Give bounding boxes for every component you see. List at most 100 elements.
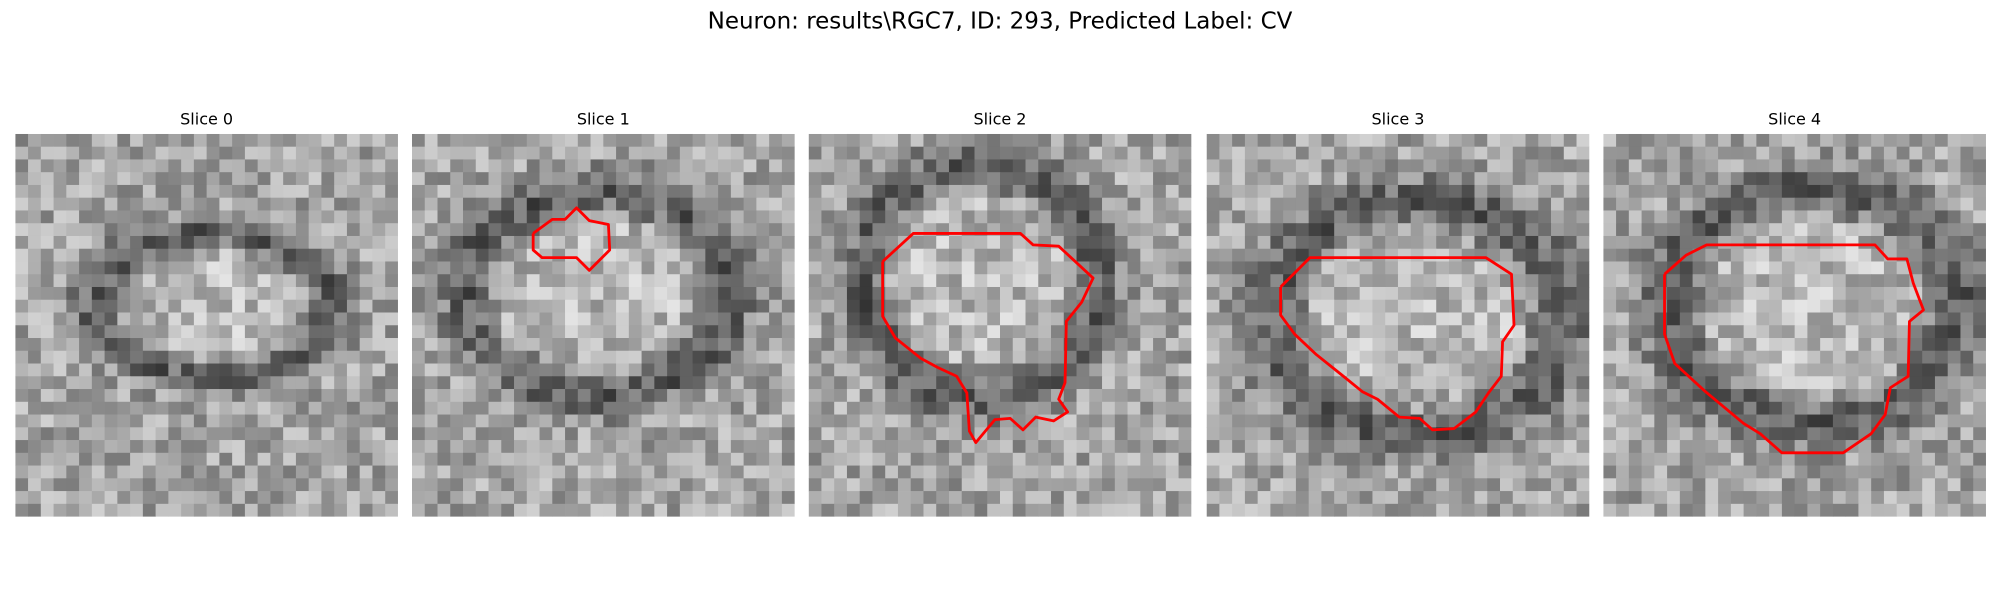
pixel [756, 184, 770, 199]
pixel [808, 338, 822, 352]
pixel [1705, 299, 1719, 313]
pixel [1385, 159, 1399, 173]
pixel [846, 223, 861, 237]
pixel [1679, 376, 1693, 390]
pixel [654, 312, 668, 326]
pixel [923, 465, 937, 479]
pixel [334, 286, 348, 301]
pixel [885, 376, 899, 390]
pixel [117, 338, 131, 352]
pixel [781, 440, 795, 454]
pixel [1947, 389, 1961, 403]
pixel [1140, 235, 1154, 250]
pixel [53, 146, 67, 160]
pixel [1232, 146, 1246, 160]
pixel [475, 133, 489, 148]
pixel [15, 133, 29, 148]
pixel [79, 210, 93, 224]
pixel [53, 376, 67, 390]
pixel [411, 299, 426, 313]
pixel [28, 389, 42, 403]
pixel [270, 299, 284, 313]
pixel [117, 350, 131, 364]
pixel [1960, 440, 1974, 454]
pixel [1960, 146, 1974, 160]
pixel [359, 235, 373, 250]
pixel [283, 299, 297, 313]
pixel [91, 503, 105, 517]
pixel [283, 414, 297, 428]
pixel [1423, 401, 1437, 415]
pixel [1140, 197, 1154, 211]
pixel [79, 452, 93, 466]
pixel [411, 146, 426, 160]
pixel [948, 159, 963, 173]
pixel [424, 312, 438, 326]
pixel [667, 197, 681, 211]
pixel [1051, 478, 1065, 492]
pixel [437, 235, 451, 250]
pixel [181, 389, 195, 403]
pixel [667, 491, 681, 505]
pixel [1102, 338, 1116, 352]
pixel [1654, 376, 1668, 390]
pixel [1474, 235, 1488, 250]
pixel [1397, 274, 1412, 288]
pixel [1563, 414, 1577, 428]
pixel [53, 274, 67, 288]
pixel [28, 440, 42, 454]
pixel [654, 235, 668, 250]
pixel [53, 363, 67, 377]
pixel [1705, 401, 1719, 415]
pixel [1257, 197, 1271, 211]
pixel [1487, 401, 1501, 415]
pixel [1551, 248, 1565, 262]
pixel [142, 299, 156, 313]
pixel [1896, 133, 1910, 148]
pixel [1832, 452, 1847, 466]
pixel [79, 325, 93, 339]
pixel [283, 274, 297, 288]
pixel [232, 312, 246, 326]
pixel [1165, 440, 1179, 454]
pixel [40, 184, 54, 199]
pixel [897, 401, 912, 415]
pixel [1832, 184, 1847, 199]
pixel [781, 146, 795, 160]
pixel [321, 376, 335, 390]
pixel [1474, 325, 1488, 339]
pixel [923, 414, 937, 428]
pixel [1448, 133, 1463, 148]
pixel [1730, 274, 1745, 288]
pixel [1692, 491, 1706, 505]
pixel [295, 146, 310, 160]
pixel [411, 197, 426, 211]
pixel [1000, 465, 1014, 479]
pixel [1448, 274, 1463, 288]
pixel [1807, 363, 1821, 377]
pixel [616, 210, 630, 224]
slice-image [1603, 133, 1986, 517]
pixel [1038, 261, 1052, 275]
pixel [1871, 223, 1885, 237]
pixel [1257, 312, 1271, 326]
pixel [769, 350, 783, 364]
pixel [411, 261, 426, 275]
pixel [1257, 172, 1271, 186]
pixel [1820, 312, 1834, 326]
pixel [206, 376, 220, 390]
pixel [590, 389, 604, 403]
pixel [346, 401, 361, 415]
pixel [1858, 248, 1872, 262]
pixel [654, 376, 668, 390]
pixel [872, 172, 886, 186]
pixel [66, 261, 80, 275]
pixel [961, 312, 975, 326]
pixel [834, 197, 848, 211]
pixel [1423, 159, 1437, 173]
pixel [692, 197, 706, 211]
pixel [308, 286, 322, 301]
pixel [1781, 376, 1796, 390]
pixel [257, 248, 271, 262]
pixel [181, 184, 195, 199]
